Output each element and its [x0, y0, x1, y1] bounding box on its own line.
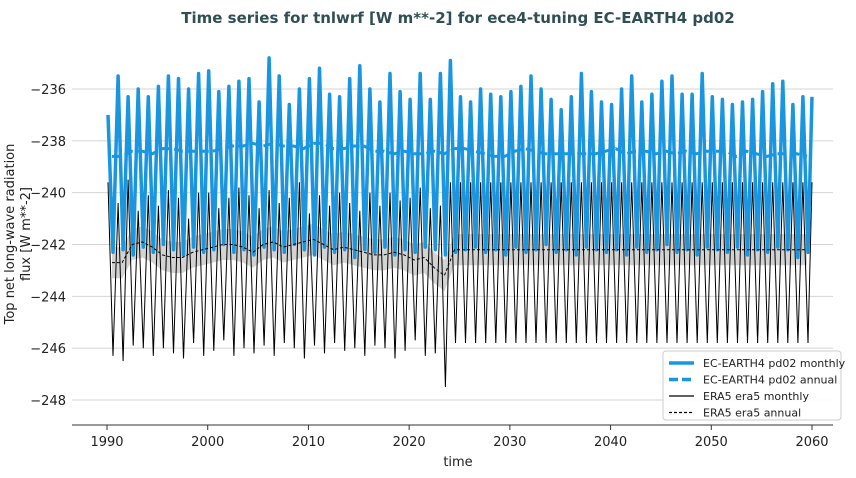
y-tick-label: −248 [30, 394, 66, 409]
y-tick-label: −242 [30, 239, 66, 254]
y-tick-label: −244 [30, 290, 66, 305]
y-axis-label: Top net long-wave radiation flux [W m**-… [3, 144, 34, 326]
legend-box [662, 350, 842, 421]
y-axis-label-line2: flux [W m**-2] [19, 187, 34, 281]
x-tick-label: 2050 [695, 435, 728, 450]
x-tick-label: 2020 [393, 435, 426, 450]
era5-annual-line [112, 238, 807, 277]
legend-label: ERA5 era5 annual [703, 407, 801, 420]
y-ticks: −248 −246 −244 −242 −240 −238 −236 [30, 83, 66, 409]
chart-title: Time series for tnlwrf [W m**-2] for ece… [181, 9, 735, 27]
x-tick-label: 2040 [594, 435, 627, 450]
x-tick-label: 2010 [292, 435, 325, 450]
y-tick-label: −236 [30, 83, 66, 98]
y-tick-label: −238 [30, 135, 66, 150]
x-ticks: 1990 2000 2010 2020 2030 2040 2050 2060 [90, 425, 829, 450]
ec-earth-annual-line [112, 141, 808, 159]
legend-label: EC-EARTH4 pd02 annual [703, 374, 837, 387]
series-lines [106, 56, 814, 388]
ec-earth-monthly-line [106, 56, 814, 260]
x-tick-label: 1990 [90, 435, 123, 450]
y-axis-label-line1: Top net long-wave radiation [3, 144, 18, 326]
y-tick-label: −240 [30, 187, 66, 202]
x-axis-label: time [443, 455, 472, 470]
legend: EC-EARTH4 pd02 monthly EC-EARTH4 pd02 ann… [662, 350, 846, 421]
legend-label: EC-EARTH4 pd02 monthly [703, 357, 846, 370]
x-tick-label: 2060 [795, 435, 828, 450]
legend-label: ERA5 era5 monthly [703, 390, 809, 403]
era5-monthly-line [107, 179, 813, 388]
x-tick-label: 2030 [493, 435, 526, 450]
y-tick-label: −246 [30, 342, 66, 357]
x-tick-label: 2000 [191, 435, 224, 450]
